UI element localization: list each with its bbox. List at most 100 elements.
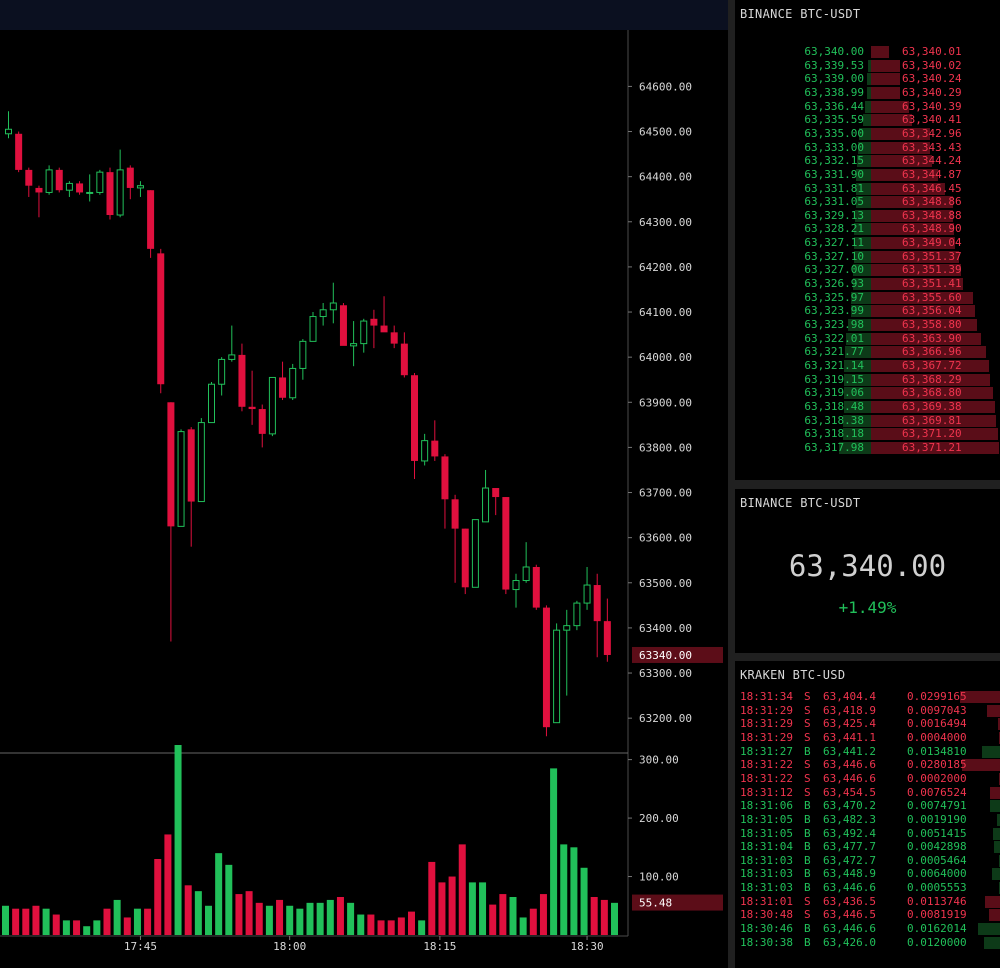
trade-size: 0.0042898 xyxy=(907,840,967,854)
trade-price: 63,472.7 xyxy=(823,853,876,867)
ask-price: 63,363.90 xyxy=(902,331,962,345)
volume-bar xyxy=(174,745,182,935)
trade-side: S xyxy=(804,690,811,703)
orderbook-row: 63,321.77 63,366.96 xyxy=(735,345,1000,359)
trade-price: 63,441.1 xyxy=(823,730,876,744)
trade-side: S xyxy=(804,894,811,908)
trade-row: 18:31:29 S 63,418.9 0.0097043 xyxy=(735,704,1000,718)
trade-side: B xyxy=(804,799,811,813)
trade-row: 18:31:34 S 63,404.4 0.0299165 xyxy=(735,690,1000,704)
ask-price: 63,344.87 xyxy=(902,167,962,181)
trade-price: 63,404.4 xyxy=(823,690,876,703)
trade-size: 0.0162014 xyxy=(907,922,967,936)
orderbook-row: 63,328.21 63,348.90 xyxy=(735,222,1000,236)
trade-size: 0.0074791 xyxy=(907,799,967,813)
current-price-marker xyxy=(632,646,723,663)
volume-bar xyxy=(265,905,273,935)
trade-size-bar xyxy=(978,923,1000,936)
bid-price: 63,325.97 xyxy=(804,290,864,304)
volume-bar xyxy=(367,914,375,935)
candle-body-up xyxy=(319,309,327,318)
volume-bar xyxy=(336,897,344,935)
current-volume-marker xyxy=(632,894,723,911)
price-tick-label: 64300.00 xyxy=(639,216,692,229)
volume-bar xyxy=(347,902,355,935)
trade-size-bar xyxy=(997,718,1000,731)
price-tick-label: 63500.00 xyxy=(639,577,692,590)
volume-bar xyxy=(479,882,487,935)
volume-bar xyxy=(245,891,253,935)
trade-side: B xyxy=(804,853,811,867)
bid-price: 63,331.05 xyxy=(804,195,864,209)
price-volume-chart[interactable]: 64600.00 64500.00 64400.00 64300.00 64200.00… xyxy=(0,0,728,968)
volume-bar xyxy=(164,834,172,935)
ask-depth-bar xyxy=(871,400,996,413)
ask-price: 63,368.29 xyxy=(902,372,962,386)
trade-price: 63,482.3 xyxy=(823,812,876,826)
volume-bar xyxy=(154,859,162,935)
trade-row: 18:31:29 S 63,441.1 0.0004000 xyxy=(735,731,1000,745)
candle-body-down xyxy=(603,621,611,655)
orderbook-row: 63,331.81 63,346.45 xyxy=(735,182,1000,196)
bid-depth-bar xyxy=(844,373,871,386)
ask-price: 63,348.90 xyxy=(902,222,962,236)
bid-depth-bar xyxy=(868,59,871,72)
chart-toolbar xyxy=(0,0,728,30)
bid-depth-bar xyxy=(844,400,871,413)
candle-body-down xyxy=(279,377,287,398)
orderbook-row: 63,331.90 63,344.87 xyxy=(735,168,1000,182)
bid-depth-bar xyxy=(851,305,871,318)
ask-price: 63,355.60 xyxy=(902,290,962,304)
bid-depth-bar xyxy=(845,346,871,359)
candle-body-down xyxy=(76,183,84,193)
candle-body-down xyxy=(15,133,23,170)
bid-depth-bar xyxy=(839,441,871,454)
price-tick-label: 63800.00 xyxy=(639,441,692,454)
candle-body-down xyxy=(441,456,449,500)
ask-depth-bar xyxy=(871,346,987,359)
bid-depth-bar xyxy=(856,168,871,181)
bid-price: 63,317.98 xyxy=(804,440,864,454)
trade-side: S xyxy=(804,771,811,785)
orderbook-row: 63,318.18 63,371.20 xyxy=(735,427,1000,441)
volume-bar xyxy=(448,876,456,935)
price-tick-label: 63300.00 xyxy=(639,667,692,680)
trade-size-bar xyxy=(984,895,1000,908)
bid-price: 63,331.90 xyxy=(804,167,864,181)
bid-price: 63,338.99 xyxy=(804,85,864,99)
trade-size-bar xyxy=(997,813,1000,826)
ask-depth-bar xyxy=(871,250,960,263)
price-tick-label: 64000.00 xyxy=(639,351,692,364)
volume-bar xyxy=(306,902,314,935)
volume-bar xyxy=(468,882,476,935)
orderbook-row: 63,332.15 63,344.24 xyxy=(735,154,1000,168)
volume-tick-label: 300.00 xyxy=(639,754,679,767)
trade-size: 0.0113746 xyxy=(907,894,967,908)
orderbook-row: 63,321.14 63,367.72 xyxy=(735,359,1000,373)
volume-bar xyxy=(580,867,588,935)
candlestick-chart-panel[interactable]: 64600.00 64500.00 64400.00 64300.00 64200.00… xyxy=(0,0,728,968)
orderbook-row: 63,323.99 63,356.04 xyxy=(735,304,1000,318)
bid-depth-bar xyxy=(856,196,871,209)
trades-title: KRAKEN BTC-USD xyxy=(740,668,846,682)
ask-depth-bar xyxy=(871,319,978,331)
trade-side: B xyxy=(804,840,811,854)
bid-price: 63,318.18 xyxy=(804,427,864,441)
ask-price: 63,351.41 xyxy=(902,277,962,291)
candle-body-down xyxy=(248,406,256,410)
volume-bar xyxy=(32,905,40,935)
orderbook-row: 63,326.93 63,351.41 xyxy=(735,277,1000,291)
ask-price: 63,371.21 xyxy=(902,440,962,454)
volume-bar xyxy=(93,920,101,935)
trade-time: 18:31:03 xyxy=(740,881,793,895)
orderbook-row: 63,339.00 63,340.24 xyxy=(735,72,1000,86)
candle-body-up xyxy=(65,182,73,191)
volume-bar xyxy=(42,908,50,935)
ask-depth-bar xyxy=(871,305,975,318)
candle-body-up xyxy=(329,302,337,311)
bid-depth-bar xyxy=(867,86,871,99)
volume-bar xyxy=(590,897,598,935)
ask-depth-bar xyxy=(871,373,991,386)
trade-side: B xyxy=(804,922,811,936)
volume-bar xyxy=(133,908,141,935)
